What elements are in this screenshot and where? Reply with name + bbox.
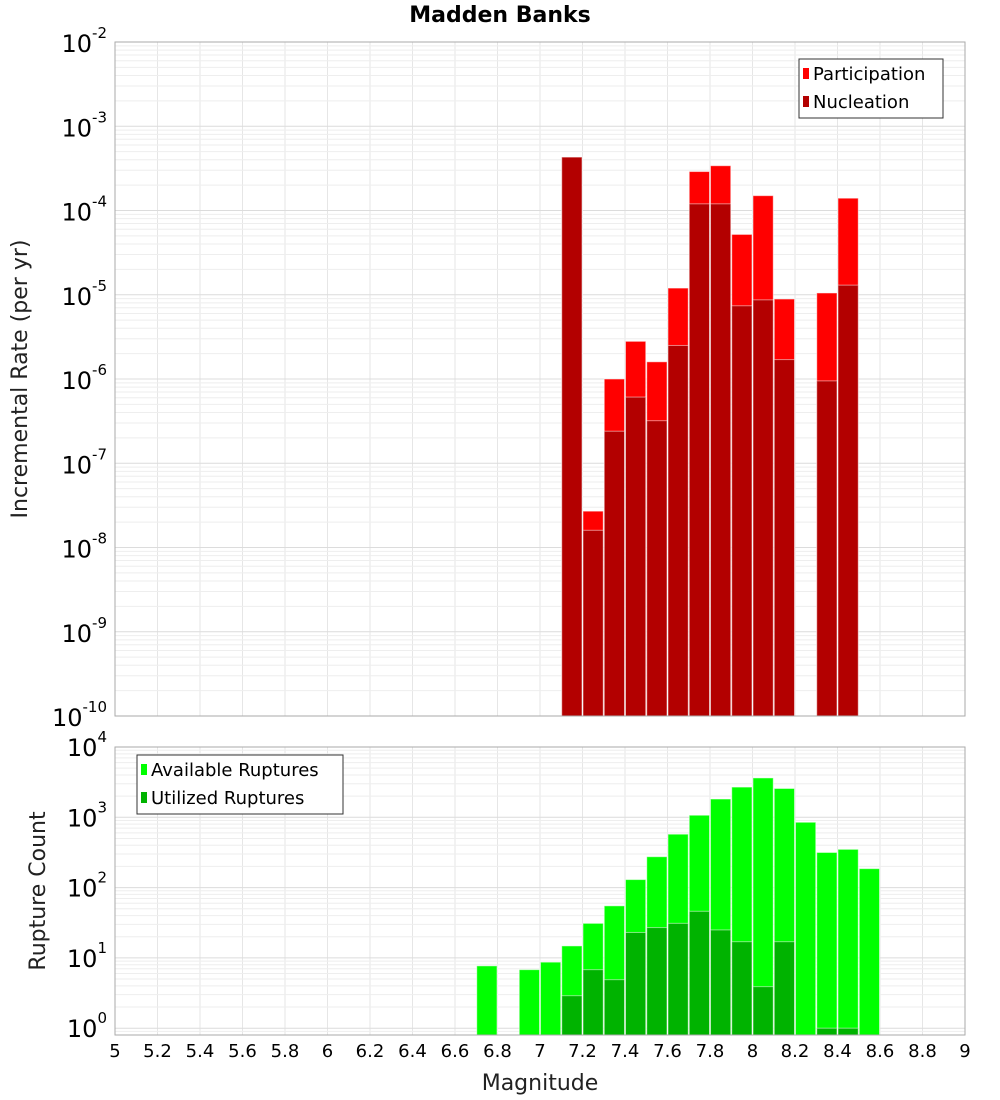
- bar-available-ruptures: [837, 848, 859, 1036]
- legend-swatch: [803, 96, 809, 107]
- bar-utilized-ruptures: [837, 1027, 859, 1036]
- x-tick-label: 7: [534, 1041, 545, 1062]
- bottom-y-axis-label: Rupture Count: [26, 811, 51, 971]
- y-tick-label: 101: [67, 939, 107, 973]
- y-tick-label: 10-8: [61, 530, 107, 564]
- bar-nucleation: [773, 359, 795, 717]
- legend-label: Utilized Ruptures: [151, 788, 304, 809]
- x-tick-label: 7.2: [568, 1041, 597, 1062]
- bar-utilized-ruptures: [752, 986, 774, 1036]
- bar-nucleation: [667, 344, 689, 717]
- x-tick-label: 5.2: [143, 1041, 172, 1062]
- y-tick-label: 104: [67, 728, 107, 762]
- x-tick-label: 5: [109, 1041, 120, 1062]
- x-tick-label: 8.2: [781, 1041, 810, 1062]
- bar-nucleation: [752, 299, 774, 717]
- bar-nucleation: [710, 203, 732, 717]
- bar-nucleation: [837, 284, 859, 717]
- bar-available-ruptures: [540, 961, 562, 1036]
- plot-border: [114, 746, 966, 1036]
- y-tick-label: 10-3: [61, 108, 107, 142]
- bar-nucleation: [625, 396, 647, 717]
- bar-nucleation: [646, 420, 668, 717]
- bar-available-ruptures: [816, 851, 838, 1036]
- bar-available-ruptures: [858, 868, 880, 1036]
- plot-border: [114, 41, 966, 717]
- x-tick-label: 8.8: [908, 1041, 937, 1062]
- bar-available-ruptures: [795, 821, 817, 1036]
- bar-utilized-ruptures: [731, 941, 753, 1036]
- legend-swatch: [803, 68, 809, 79]
- bar-utilized-ruptures: [561, 995, 583, 1036]
- x-tick-label: 6: [322, 1041, 333, 1062]
- x-tick-label: 6.8: [483, 1041, 512, 1062]
- legend-label: Participation: [813, 64, 925, 85]
- bar-available-ruptures: [518, 969, 540, 1036]
- y-tick-label: 10-7: [61, 445, 107, 479]
- y-tick-label: 102: [67, 869, 107, 903]
- bar-nucleation: [816, 380, 838, 717]
- x-tick-label: 6.6: [441, 1041, 470, 1062]
- bar-utilized-ruptures: [582, 969, 604, 1036]
- x-tick-label: 6.2: [356, 1041, 385, 1062]
- x-tick-label: 7.8: [696, 1041, 725, 1062]
- bar-available-ruptures: [476, 965, 498, 1036]
- y-tick-label: 103: [67, 798, 107, 832]
- top-plot: 10-2 10-3 10-4 10-5 10-6 10-7 10-8 10-9 10-10 Par…: [52, 24, 966, 732]
- bar-nucleation: [731, 305, 753, 717]
- bar-utilized-ruptures: [667, 922, 689, 1036]
- x-tick-label: 7.4: [611, 1041, 640, 1062]
- bar-utilized-ruptures: [710, 929, 732, 1036]
- x-tick-label: 8.4: [823, 1041, 852, 1062]
- bar-utilized-ruptures: [625, 931, 647, 1036]
- bar-nucleation: [603, 430, 625, 717]
- legend-swatch: [141, 792, 147, 803]
- x-tick-label: 5.4: [186, 1041, 215, 1062]
- bar-utilized-ruptures: [773, 941, 795, 1036]
- bar-nucleation: [582, 529, 604, 717]
- top-y-axis-label: Incremental Rate (per yr): [8, 240, 33, 519]
- bar-utilized-ruptures: [688, 910, 710, 1036]
- y-tick-label: 100: [67, 1009, 107, 1043]
- y-tick-label: 10-6: [61, 361, 107, 395]
- x-tick-label: 5.8: [271, 1041, 300, 1062]
- y-tick-label: 10-2: [61, 24, 107, 58]
- bar-nucleation: [688, 203, 710, 717]
- bar-utilized-ruptures: [603, 979, 625, 1036]
- x-tick-label: 8.6: [866, 1041, 895, 1062]
- y-tick-label: 10-4: [61, 193, 107, 227]
- bar-nucleation: [561, 156, 583, 717]
- legend-label: Available Ruptures: [151, 760, 319, 781]
- legend-box: [798, 58, 944, 119]
- y-tick-label: 10-9: [61, 614, 107, 648]
- x-tick-label: 9: [959, 1041, 970, 1062]
- y-tick-label: 10-10: [52, 698, 107, 732]
- x-tick-label: 6.4: [398, 1041, 427, 1062]
- legend-box: [136, 754, 344, 815]
- chart-title: Madden Banks: [409, 3, 590, 28]
- legend-swatch: [141, 764, 147, 775]
- legend-label: Nucleation: [813, 92, 909, 113]
- x-axis-label: Magnitude: [482, 1071, 599, 1096]
- y-tick-label: 10-5: [61, 277, 107, 311]
- x-tick-label: 8: [747, 1041, 758, 1062]
- bar-utilized-ruptures: [816, 1027, 838, 1036]
- x-tick-label: 5.6: [228, 1041, 257, 1062]
- x-tick-label: 7.6: [653, 1041, 682, 1062]
- bar-utilized-ruptures: [646, 927, 668, 1036]
